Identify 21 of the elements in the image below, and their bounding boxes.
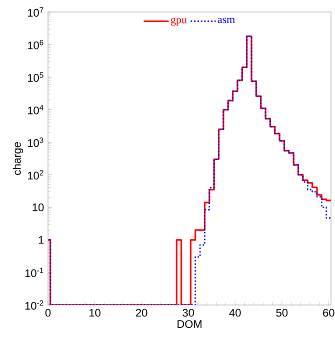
y-tick-label: 10$^{3}$ [28, 137, 44, 147]
y-axis-title: charge [12, 142, 24, 175]
y-tick-label: 10 [32, 203, 44, 212]
x-tick-label: 50 [276, 308, 288, 317]
x-tick-label: 30 [182, 308, 194, 317]
y-tick-label: 1 [38, 236, 44, 244]
x-tick-label: 40 [229, 308, 241, 317]
y-tick-label: 10$^{4}$ [28, 104, 44, 114]
x-tick-label: 0 [45, 308, 51, 317]
y-tick-label: 10$^{7}$ [28, 7, 44, 17]
y-tick-label: 10$^{6}$ [28, 40, 44, 50]
legend-label: asm [218, 18, 235, 24]
x-tick-label: 20 [136, 308, 148, 317]
x-tick-label: 10 [89, 308, 100, 317]
x-axis-title: DOM [178, 320, 202, 328]
y-tick-label: 10$^{5}$ [28, 72, 44, 82]
x-tick-label: 60 [323, 308, 334, 317]
y-tick-label: 10$^{-2}$ [25, 300, 44, 310]
legend-label: gpu [170, 18, 187, 26]
y-tick-label: 10$^{2}$ [28, 170, 44, 180]
y-tick-label: 10$^{-1}$ [25, 268, 44, 278]
